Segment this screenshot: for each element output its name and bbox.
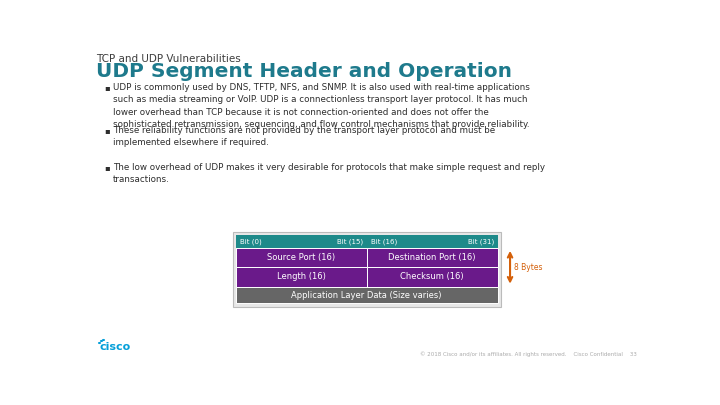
Text: © 2018 Cisco and/or its affiliates. All rights reserved.    Cisco Confidential  : © 2018 Cisco and/or its affiliates. All …	[420, 352, 637, 357]
Text: ▪: ▪	[104, 163, 109, 173]
Text: TCP and UDP Vulnerabilities: TCP and UDP Vulnerabilities	[96, 54, 241, 64]
Text: Source Port (16): Source Port (16)	[267, 253, 336, 262]
Bar	[235, 235, 498, 303]
Text: Bit (31): Bit (31)	[467, 238, 494, 245]
Text: Bit (16): Bit (16)	[371, 238, 397, 245]
Text: UDP Segment Header and Operation: UDP Segment Header and Operation	[96, 62, 512, 81]
Bar	[233, 232, 500, 307]
Text: cisco: cisco	[99, 341, 130, 352]
Bar	[235, 267, 366, 286]
Text: UDP is commonly used by DNS, TFTP, NFS, and SNMP. It is also used with real-time: UDP is commonly used by DNS, TFTP, NFS, …	[113, 83, 530, 129]
Text: Length (16): Length (16)	[276, 273, 325, 281]
Text: Checksum (16): Checksum (16)	[400, 273, 464, 281]
Text: These reliability functions are not provided by the transport layer protocol and: These reliability functions are not prov…	[113, 126, 495, 147]
Text: Destination Port (16): Destination Port (16)	[388, 253, 476, 262]
Bar	[366, 267, 498, 286]
Text: ▪: ▪	[104, 126, 109, 134]
Bar	[235, 286, 498, 303]
Text: Bit (0): Bit (0)	[240, 238, 261, 245]
Bar	[235, 248, 366, 267]
Text: ▪: ▪	[104, 83, 109, 92]
Text: Bit (15): Bit (15)	[337, 238, 363, 245]
Text: Application Layer Data (Size varies): Application Layer Data (Size varies)	[292, 290, 442, 300]
Bar	[366, 248, 498, 267]
Text: 8 Bytes: 8 Bytes	[514, 263, 542, 272]
Text: The low overhead of UDP makes it very desirable for protocols that make simple r: The low overhead of UDP makes it very de…	[113, 163, 545, 185]
Bar	[235, 235, 498, 248]
